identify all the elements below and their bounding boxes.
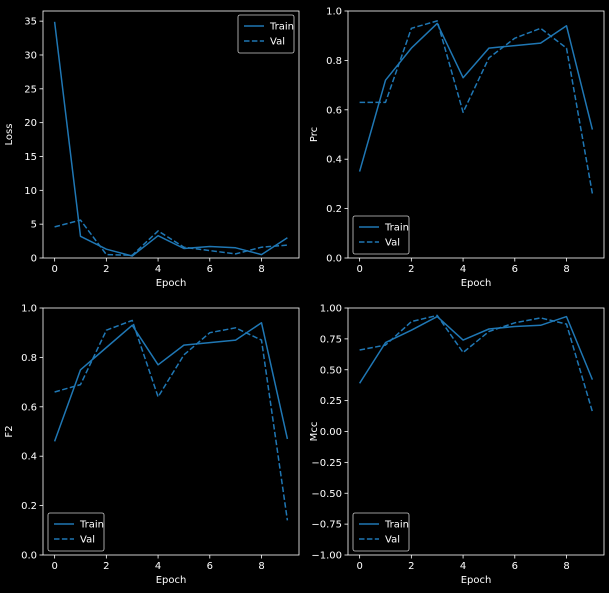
subplot-mcc: 0 2 4 6 8 −1.00 −0.75 −0.50 −0.25 0.00 0.25 0.50 0.7…	[309, 304, 605, 586]
y-tick-label: 0.4	[326, 155, 342, 166]
series-line-val	[54, 319, 289, 521]
subplot-loss: 0 2 4 6 8 0 5 10 15 20 25 30 35 Epoch Loss Train Val	[4, 10, 300, 289]
y-tick-label: 15	[24, 152, 37, 163]
x-axis-label: Epoch	[156, 575, 187, 586]
x-tick-label: 6	[207, 264, 213, 275]
y-tick-label: 10	[24, 186, 37, 197]
legend: Train Val	[47, 512, 105, 552]
y-tick-label: 0.0	[21, 551, 37, 562]
legend-label-train: Train	[384, 223, 409, 234]
axes-frame	[347, 10, 605, 259]
series-line-val	[359, 20, 594, 194]
x-tick-label: 8	[563, 561, 569, 572]
y-tick-label: 0	[31, 254, 37, 265]
y-tick-label: 1.00	[320, 304, 342, 315]
legend: Train Val	[237, 14, 295, 54]
y-tick-label: −1.00	[311, 551, 342, 562]
y-tick-label: 35	[24, 17, 37, 28]
legend-label-val: Val	[270, 37, 285, 48]
y-axis-label: F2	[4, 425, 15, 437]
y-tick-label: 0.2	[21, 501, 37, 512]
legend-label-train: Train	[384, 520, 409, 531]
series-line-val	[54, 219, 288, 257]
y-axis-label: Loss	[4, 124, 15, 146]
y-tick-label: 1.0	[21, 304, 37, 315]
legend-box	[237, 14, 295, 54]
x-tick-label: 4	[155, 264, 161, 275]
legend-label-val: Val	[385, 535, 400, 546]
y-tick-label: 0.8	[326, 56, 342, 67]
legend-label-val: Val	[385, 238, 400, 249]
y-tick-label: 0.4	[21, 452, 37, 463]
x-tick-label: 8	[258, 264, 264, 275]
y-tick-label: 0.25	[320, 396, 342, 407]
y-axis-label: Mcc	[309, 422, 320, 442]
legend: Train Val	[352, 512, 410, 552]
x-tick-label: 0	[51, 561, 57, 572]
y-tick-label: 0.0	[326, 254, 342, 265]
y-tick-label: 25	[24, 84, 37, 95]
subplot-prc: 0 2 4 6 8 0.0 0.2 0.4 0.6 0.8 1.0 Epoch Prc Train Val	[309, 7, 605, 289]
y-tick-label: 0.8	[21, 353, 37, 364]
x-tick-label: 2	[408, 561, 414, 572]
y-tick-label: 0.6	[21, 402, 37, 413]
legend-label-train: Train	[269, 22, 294, 33]
subplot-f2: 0 2 4 6 8 0.0 0.2 0.4 0.6 0.8 1.0 Epoch F2 Train Val	[4, 304, 300, 586]
legend-label-train: Train	[79, 520, 104, 531]
x-tick-label: 2	[103, 561, 109, 572]
y-tick-label: 0.2	[326, 204, 342, 215]
y-tick-label: −0.75	[311, 520, 342, 531]
y-tick-label: 0.6	[326, 105, 342, 116]
legend-box	[47, 512, 105, 552]
x-tick-label: 4	[460, 264, 466, 275]
x-tick-label: 8	[563, 264, 569, 275]
y-tick-label: 0.75	[320, 334, 342, 345]
axes-frame	[42, 307, 300, 556]
legend: Train Val	[352, 215, 410, 255]
series-line-train	[53, 21, 288, 257]
x-tick-label: 4	[460, 561, 466, 572]
y-axis-label: Prc	[309, 127, 320, 142]
x-tick-label: 2	[408, 264, 414, 275]
x-tick-label: 4	[155, 561, 161, 572]
x-tick-label: 8	[258, 561, 264, 572]
x-tick-label: 6	[207, 561, 213, 572]
x-tick-label: 2	[103, 264, 109, 275]
y-tick-label: 0.00	[320, 427, 342, 438]
y-tick-label: −0.25	[311, 458, 342, 469]
y-tick-label: 1.0	[326, 7, 342, 18]
y-tick-label: 0.50	[320, 365, 342, 376]
x-axis-label: Epoch	[461, 575, 492, 586]
x-tick-label: 0	[356, 264, 362, 275]
x-axis-label: Epoch	[156, 278, 187, 289]
x-tick-label: 6	[512, 264, 518, 275]
legend-box	[352, 215, 410, 255]
y-tick-label: 5	[31, 220, 37, 231]
legend-label-val: Val	[80, 535, 95, 546]
x-axis-label: Epoch	[461, 278, 492, 289]
y-tick-label: −0.50	[311, 489, 342, 500]
y-tick-label: 30	[24, 50, 37, 61]
series-line-val	[359, 314, 594, 412]
legend-box	[352, 512, 410, 552]
x-tick-label: 0	[51, 264, 57, 275]
x-tick-label: 0	[356, 561, 362, 572]
x-tick-label: 6	[512, 561, 518, 572]
axes-frame	[42, 10, 300, 259]
y-tick-label: 20	[24, 118, 37, 129]
